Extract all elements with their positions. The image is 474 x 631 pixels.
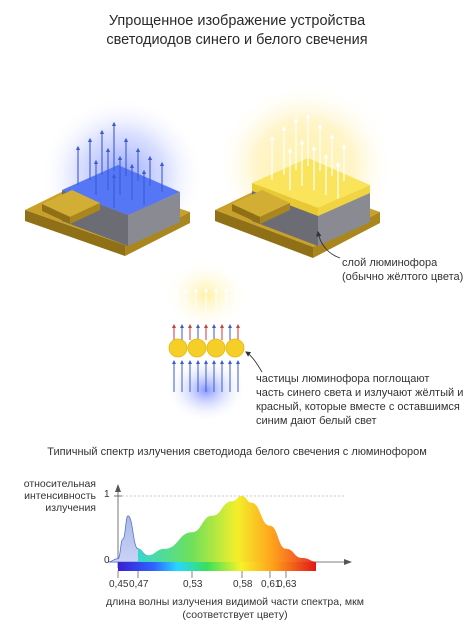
white-contact-pad: [232, 190, 290, 217]
y-label-line-1: относительная: [23, 478, 96, 490]
x-tick-label: 0,53: [183, 579, 203, 590]
particles-pointer: [245, 351, 263, 373]
spectrum-chart: [107, 484, 352, 578]
x-label-line-2: (соответствует цвету): [182, 609, 288, 621]
x-tick-label: 0,63: [277, 579, 297, 590]
phosphor-layer-side: [252, 183, 318, 216]
blue-led: [25, 97, 204, 256]
particles-label-line-4: синим дают белый свет: [256, 415, 377, 427]
white-light-rays: [269, 113, 347, 199]
phosphor-particle: [225, 338, 245, 358]
particles-label: частицы люминофора поглощают часть синег…: [256, 372, 463, 428]
blue-substrate-side: [25, 210, 125, 256]
title-line-2: светодиодов синего и белого свечения: [106, 32, 368, 48]
phosphor-particles: [168, 338, 245, 358]
page-title: Упрощенное изображение устройства светод…: [0, 12, 474, 50]
phosphor-layer-pointer: [316, 230, 341, 259]
spectrum-x-label: длина волны излучения видимой части спек…: [60, 596, 410, 622]
phosphor-layer-label: слой люминофора (обычно жёлтого цвета): [342, 256, 463, 284]
phosphor-particle: [168, 338, 188, 358]
phosphor-label-line-2: (обычно жёлтого цвета): [342, 271, 464, 283]
phosphor-particle: [187, 338, 207, 358]
phosphor-layer-top: [252, 158, 370, 208]
phosphor-peak-area: [138, 496, 318, 562]
white-led: [215, 83, 395, 259]
incoming-blue-rays: [172, 360, 240, 392]
x-tick-label: 0,47: [129, 579, 149, 590]
emitted-colored-rays: [172, 324, 240, 340]
x-label-line-1: длина волны излучения видимой части спек…: [106, 596, 364, 608]
blue-chip-top: [62, 165, 180, 215]
phosphor-particle: [206, 338, 226, 358]
y-label-line-2: интенсивность: [24, 490, 96, 502]
x-tick-label: 0,58: [233, 579, 253, 590]
y-tick-label-0: 0: [104, 555, 110, 566]
particles-label-line-3: красный, которые вместе с оставшимся: [256, 401, 460, 413]
y-label-line-3: излучения: [45, 502, 96, 514]
particles-label-line-1: частицы люминофора поглощают: [256, 373, 430, 385]
color-spectrum-bar: [118, 562, 316, 571]
phosphor-label-line-1: слой люминофора: [342, 257, 438, 269]
emitted-white-rays: [173, 287, 239, 310]
particles-label-line-2: часть синего света и излучают жёлтый и: [256, 387, 464, 399]
spectrum-y-label: относительная интенсивность излучения: [20, 478, 96, 514]
x-tick-label: 0,61: [261, 579, 281, 590]
title-line-1: Упрощенное изображение устройства: [108, 13, 366, 29]
y-tick-label-1: 1: [104, 489, 110, 500]
phosphor-particles-detail: [162, 259, 263, 422]
blue-light-rays: [75, 121, 165, 208]
spectrum-title: Типичный спектр излучения светодиода бел…: [47, 446, 427, 458]
x-tick-marks: [117, 571, 287, 578]
blue-contact-pad: [42, 190, 100, 217]
x-tick-label: 0,45: [109, 579, 129, 590]
